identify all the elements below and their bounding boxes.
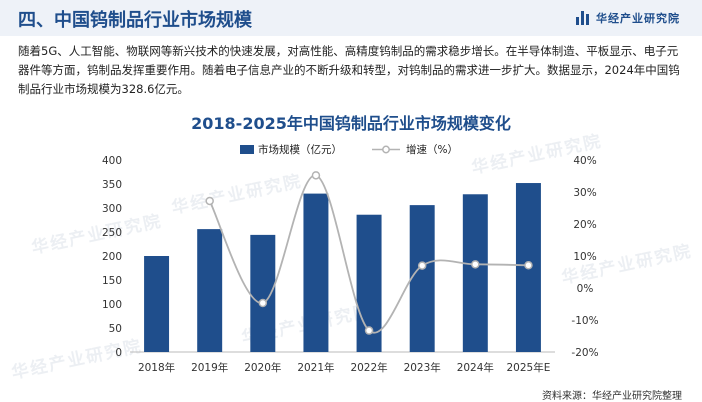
growth-point (524, 261, 533, 270)
y-left-tick-label: 50 (109, 323, 122, 335)
x-tick-label: 2023年 (404, 361, 441, 374)
legend-label: 增速（%） (406, 143, 458, 156)
y-left-tick-label: 300 (102, 203, 122, 215)
x-tick-label: 2022年 (350, 361, 387, 374)
legend-swatch-bar (240, 145, 254, 154)
brand-bars-icon (576, 11, 590, 25)
legend-label: 市场规模（亿元） (258, 143, 342, 156)
y-right-tick-label: 40% (573, 155, 596, 167)
x-tick-label: 2021年 (297, 361, 334, 374)
section-title: 四、中国钨制品行业市场规模 (18, 10, 252, 31)
legend-swatch-marker (382, 145, 390, 154)
bar (144, 256, 170, 352)
y-right-tick-label: 0% (577, 283, 594, 295)
x-tick-label: 2019年 (191, 361, 228, 374)
y-left-tick-label: 350 (102, 179, 122, 191)
x-tick-label: 2018年 (138, 361, 175, 374)
bar (409, 205, 435, 352)
y-right-tick-label: 30% (573, 187, 596, 199)
y-left-tick-label: 200 (102, 251, 122, 263)
growth-point (258, 298, 268, 308)
y-right-tick-label: 10% (573, 251, 596, 263)
brand-logo: 华经产业研究院 (576, 10, 680, 26)
growth-point (471, 260, 480, 269)
growth-point (311, 171, 321, 180)
bar (303, 193, 329, 352)
y-right-tick-label: -10% (571, 315, 598, 327)
y-left-tick-label: 0 (115, 347, 122, 359)
growth-point (417, 261, 427, 270)
bar (197, 229, 223, 352)
y-left-tick-label: 100 (102, 299, 122, 311)
y-left-tick-label: 400 (102, 155, 122, 167)
y-left-tick-label: 250 (102, 227, 122, 239)
x-tick-label: 2020年 (244, 361, 281, 374)
x-tick-label: 2024年 (457, 361, 494, 374)
y-right-tick-label: -20% (571, 347, 598, 359)
x-tick-label: 2025年E (507, 361, 551, 374)
growth-point (364, 326, 374, 335)
brand-name: 华经产业研究院 (596, 12, 680, 25)
section-header: 四、中国钨制品行业市场规模 华经产业研究院 (0, 0, 702, 36)
bar (462, 194, 488, 352)
intro-paragraph: 随着5G、人工智能、物联网等新兴技术的快速发展，对高性能、高精度钨制品的需求稳步… (18, 44, 680, 96)
y-right-tick-label: 20% (573, 219, 596, 231)
chart-title: 2018-2025年中国钨制品行业市场规模变化 (191, 114, 511, 133)
source-note: 资料来源：华经产业研究院整理 (542, 391, 682, 402)
y-left-tick-label: 150 (102, 275, 122, 287)
growth-point (205, 196, 214, 206)
